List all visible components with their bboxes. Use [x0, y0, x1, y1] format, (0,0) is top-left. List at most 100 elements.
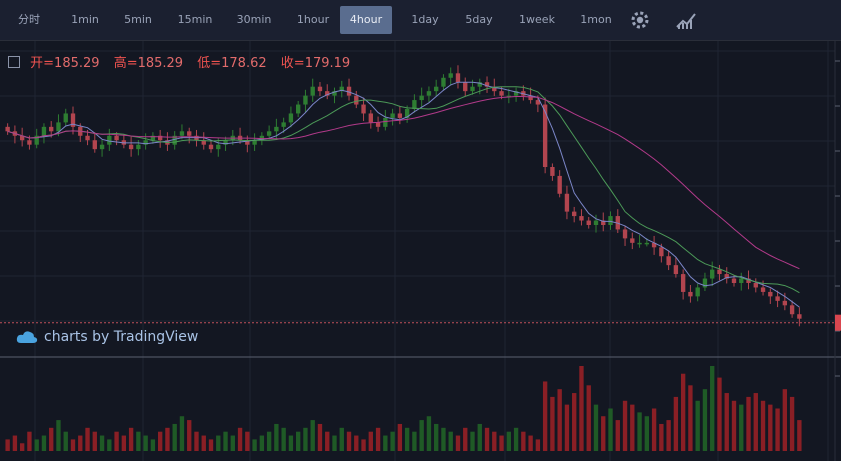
candle-body [397, 113, 403, 118]
candle-body [717, 269, 722, 275]
volume-bar [753, 393, 758, 451]
candle-body [702, 278, 708, 288]
candle-body [659, 247, 664, 257]
volume-bar [688, 385, 693, 451]
candle-body [739, 278, 744, 283]
volume-bar [266, 431, 272, 451]
volume-bar [717, 377, 722, 451]
volume-bar [680, 373, 686, 451]
interval-1hour[interactable]: 1hour [296, 13, 330, 26]
volume-bar [455, 435, 461, 451]
interval-30min[interactable]: 30min [236, 13, 272, 26]
candle-body [223, 140, 228, 145]
volume-bar [412, 431, 417, 451]
volume-bar [535, 439, 541, 451]
candle-body [150, 135, 156, 141]
volume-bar [165, 427, 170, 451]
candle-body [579, 216, 584, 221]
interval-1week[interactable]: 1week [519, 13, 555, 26]
candle-body [303, 95, 308, 105]
interval-15min[interactable]: 15min [177, 13, 213, 26]
candle-body [34, 135, 39, 145]
candle-body [499, 91, 504, 96]
interval-tick[interactable]: 分时 [18, 13, 40, 26]
volume-bar [441, 427, 446, 451]
candle-body [390, 113, 395, 118]
candle-body [789, 305, 795, 315]
volume-bar [724, 393, 729, 451]
candle-body [266, 131, 272, 136]
candle-body [201, 140, 206, 145]
gear-icon[interactable] [628, 8, 652, 32]
interval-1mon[interactable]: 1mon [580, 13, 612, 26]
volume-bar [630, 404, 635, 451]
ma-slow-line [7, 96, 800, 270]
volume-bar [5, 439, 10, 451]
volume-bar [601, 416, 606, 451]
watermark-text: charts by TradingView [44, 329, 199, 345]
volume-bar [201, 435, 206, 451]
volume-bar [303, 427, 308, 451]
interval-1min[interactable]: 1min [71, 13, 99, 26]
volume-bar [179, 416, 185, 451]
volume-bar [775, 408, 780, 451]
volume-bar [92, 431, 97, 451]
candle-body [288, 113, 294, 123]
candle-body [506, 95, 512, 98]
legend-high-value: 185.29 [137, 56, 184, 71]
volume-bar [216, 435, 221, 451]
candle-body [753, 283, 758, 288]
candle-body [375, 122, 381, 127]
volume-bar [404, 427, 410, 451]
candle-body [572, 211, 577, 217]
candle-body [644, 242, 650, 245]
candle-body [484, 82, 490, 87]
candle-body [528, 95, 533, 101]
volume-bar [731, 400, 737, 451]
candle-body [630, 238, 635, 243]
candle-body [622, 229, 628, 239]
volume-bar [361, 439, 366, 451]
volume-bar [521, 431, 526, 451]
candle-body [317, 86, 323, 92]
volume-bar [499, 435, 504, 451]
candle-body [368, 113, 373, 123]
candle-body [412, 100, 417, 109]
volume-bar [492, 431, 497, 451]
candle-body [651, 242, 657, 248]
volume-bar [651, 408, 657, 451]
candle-body [332, 91, 337, 96]
interval-4hour[interactable]: 4hour [340, 6, 392, 34]
volume-bar [579, 366, 584, 451]
volume-bar [797, 420, 802, 451]
ma-mid-line [7, 86, 800, 294]
volume-bar [317, 423, 323, 451]
interval-1day[interactable]: 1day [411, 13, 439, 26]
tradingview-watermark[interactable]: charts by TradingView [16, 327, 198, 345]
candle-body [434, 86, 439, 92]
interval-5day[interactable]: 5day [465, 13, 493, 26]
volume-bar [702, 389, 708, 451]
volume-bar [339, 427, 344, 451]
volume-bar [506, 431, 512, 451]
legend-toggle-icon[interactable] [8, 56, 20, 68]
volume-bar [34, 439, 39, 451]
volume-bar [194, 431, 199, 451]
candle-body [470, 86, 475, 92]
candle-body [136, 144, 141, 150]
volume-bar [375, 427, 381, 451]
indicators-icon[interactable] [674, 8, 698, 32]
candle-body [383, 117, 388, 127]
price-chart[interactable] [0, 41, 841, 461]
candle-body [404, 109, 410, 118]
volume-bar [528, 435, 533, 451]
volume-bar [78, 435, 83, 451]
candle-body [107, 135, 112, 145]
legend-open-label: 开= [30, 56, 55, 71]
volume-bar [41, 435, 47, 451]
interval-5min[interactable]: 5min [124, 13, 152, 26]
candle-body [295, 104, 301, 114]
candle-body [760, 287, 766, 292]
volume-bar [463, 427, 468, 451]
candle-body [49, 126, 54, 132]
